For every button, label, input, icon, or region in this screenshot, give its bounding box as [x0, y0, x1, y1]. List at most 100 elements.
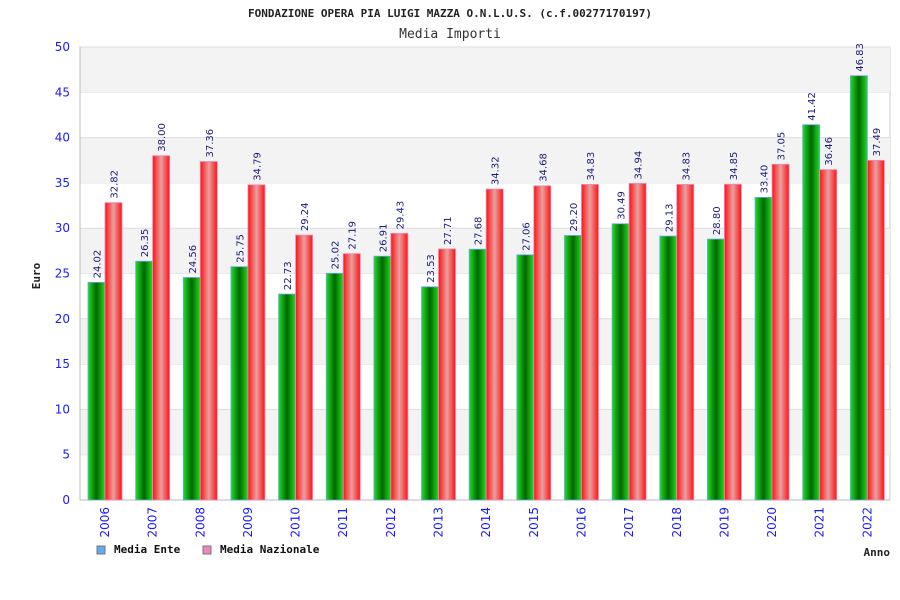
y-tick-label: 0: [62, 493, 70, 507]
data-label: 34.94: [634, 151, 645, 180]
x-tick-label: 2015: [527, 507, 541, 538]
bar-media-nazionale-2009: [247, 184, 266, 501]
bar-media-ente-2014: [468, 248, 487, 501]
bar-media-nazionale-2014: [485, 188, 504, 501]
bar-media-nazionale-2019: [724, 183, 742, 501]
bar-media-ente-2008: [182, 277, 201, 501]
data-label: 24.02: [93, 250, 104, 279]
data-label: 22.73: [283, 261, 294, 290]
data-label: 29.13: [664, 203, 675, 232]
bar-media-ente-2011: [325, 272, 344, 501]
bar-media-ente-2021: [802, 124, 821, 501]
data-label: 37.49: [872, 128, 883, 157]
x-tick-label: 2012: [384, 507, 398, 538]
bar-media-ente-2010: [278, 293, 296, 501]
data-label: 34.68: [538, 153, 549, 182]
y-tick-label: 45: [55, 85, 70, 99]
x-tick-label: 2021: [813, 507, 827, 538]
data-label: 28.80: [712, 206, 723, 235]
data-label: 37.36: [205, 129, 216, 158]
x-tick-label: 2020: [765, 507, 779, 538]
data-label: 38.00: [157, 123, 168, 152]
data-label: 26.35: [140, 229, 151, 258]
data-label: 29.20: [569, 203, 580, 232]
y-tick-label: 15: [55, 357, 70, 371]
legend-label-media-nazionale: Media Nazionale: [220, 543, 320, 556]
bar-media-nazionale-2007: [152, 155, 171, 501]
bar-media-nazionale-2016: [581, 184, 599, 501]
x-tick-label: 2011: [336, 507, 350, 538]
data-label: 34.79: [252, 152, 263, 181]
chart-subtitle: Media Importi: [399, 27, 501, 42]
data-label: 27.06: [521, 222, 532, 251]
y-tick-label: 40: [55, 131, 70, 145]
data-label: 34.83: [681, 152, 692, 181]
bar-media-ente-2006: [87, 281, 106, 501]
bar-media-ente-2017: [611, 223, 630, 501]
x-tick-label: 2007: [146, 507, 160, 538]
data-label: 30.49: [617, 191, 628, 220]
data-label: 29.24: [300, 202, 311, 231]
bar-media-nazionale-2017: [628, 183, 647, 501]
bar-media-nazionale-2013: [438, 248, 456, 501]
bar-media-ente-2013: [421, 286, 439, 501]
bar-media-ente-2018: [659, 235, 678, 501]
x-tick-label: 2017: [622, 507, 636, 538]
x-tick-label: 2013: [432, 507, 446, 538]
legend: Media Ente Media Nazionale: [96, 543, 320, 556]
x-tick-label: 2006: [98, 507, 112, 538]
x-tick-label: 2016: [574, 507, 588, 538]
data-label: 33.40: [760, 165, 771, 194]
x-tick-label: 2008: [193, 507, 207, 538]
data-label: 25.02: [331, 241, 342, 270]
bar-media-nazionale-2006: [104, 202, 123, 501]
x-tick-label: 2018: [670, 507, 684, 538]
bar-media-nazionale-2018: [676, 184, 695, 501]
data-label: 34.85: [729, 152, 740, 181]
data-label: 29.43: [395, 201, 406, 230]
bar-media-nazionale-2020: [771, 163, 790, 501]
y-tick-label: 25: [55, 267, 70, 281]
bar-media-ente-2012: [373, 255, 392, 501]
data-label: 37.05: [777, 132, 788, 161]
y-tick-label: 50: [55, 40, 70, 54]
data-label: 27.19: [348, 221, 359, 250]
legend-label-media-ente: Media Ente: [114, 543, 181, 556]
bar-media-nazionale-2008: [199, 161, 218, 501]
data-label: 34.32: [491, 156, 502, 185]
y-tick-label: 5: [62, 448, 70, 462]
bar-media-ente-2022: [849, 75, 868, 501]
data-label: 25.75: [235, 234, 246, 263]
bar-media-nazionale-2021: [819, 169, 838, 501]
bar-media-ente-2009: [230, 266, 249, 501]
data-label: 32.82: [110, 170, 121, 199]
x-tick-label: 2019: [717, 507, 731, 538]
x-tick-label: 2022: [860, 507, 874, 538]
grid-band: [80, 47, 890, 93]
data-label: 34.83: [586, 152, 597, 181]
data-label: 36.46: [824, 137, 835, 166]
x-axis-label: Anno: [864, 546, 891, 559]
bar-media-ente-2019: [707, 238, 725, 501]
bar-media-nazionale-2011: [342, 253, 361, 501]
data-label: 46.83: [855, 43, 866, 72]
bar-media-nazionale-2022: [866, 159, 885, 501]
data-label: 23.53: [426, 254, 437, 283]
bar-media-nazionale-2010: [295, 234, 313, 501]
bar-media-ente-2020: [754, 196, 773, 501]
x-tick-label: 2014: [479, 507, 493, 538]
bar-media-ente-2015: [516, 254, 535, 501]
data-label: 24.56: [188, 245, 199, 274]
data-label: 41.42: [807, 92, 818, 121]
bar-media-ente-2016: [564, 235, 582, 501]
y-tick-label: 35: [55, 176, 70, 190]
y-tick-label: 30: [55, 221, 70, 235]
data-label: 27.68: [474, 217, 485, 246]
bar-media-nazionale-2015: [533, 185, 552, 501]
y-axis-label: Euro: [30, 262, 43, 289]
y-tick-label: 10: [55, 402, 70, 416]
legend-swatch-media-ente: [96, 545, 106, 555]
data-label: 26.91: [378, 224, 389, 253]
legend-swatch-media-nazionale: [202, 545, 212, 555]
